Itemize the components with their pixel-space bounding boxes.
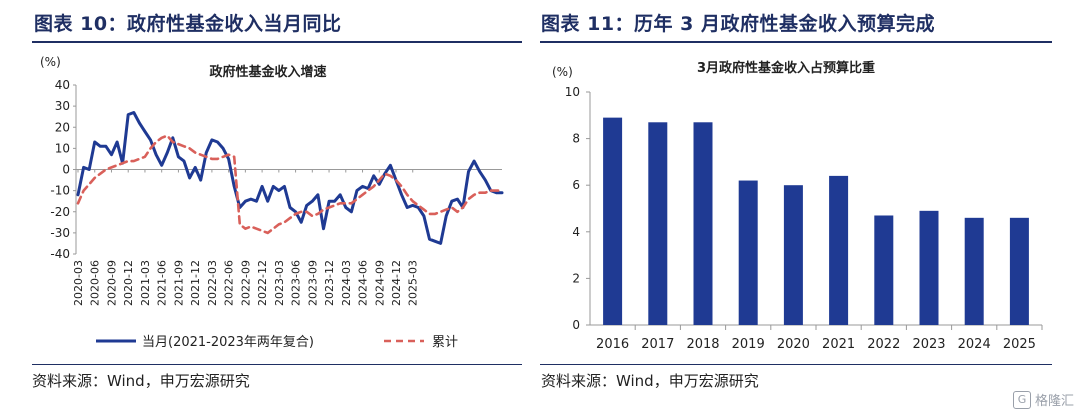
x-tick-label: 2024 (958, 337, 991, 352)
line-chart-title: 政府性基金收入增速 (209, 64, 326, 80)
x-tick-label: 2024-09 (373, 260, 386, 306)
x-tick-label: 2025 (1003, 337, 1036, 352)
x-tick-label: 2020-12 (122, 260, 135, 306)
x-tick-label: 2018 (686, 337, 719, 352)
left-figure-title: 图表 10：政府性基金收入当月同比 (34, 13, 342, 35)
x-tick-label: 2021-09 (172, 260, 185, 306)
bar-2020 (783, 185, 803, 325)
x-tick-label: 2019 (732, 337, 765, 352)
x-tick-label: 2023-06 (290, 260, 303, 306)
x-tick-label: 2022 (867, 337, 900, 352)
right-source-note: 资料来源：Wind，申万宏源研究 (541, 372, 759, 390)
right-bottom-rule (540, 364, 1052, 365)
right-title-rule (540, 41, 1052, 43)
series-line-monthly (76, 111, 504, 245)
line-chart-y-unit: (%) (40, 55, 61, 69)
y-tick-label: 40 (55, 78, 70, 92)
y-tick-label: -30 (50, 226, 70, 240)
x-tick-label: 2025-03 (407, 260, 420, 306)
bar-chart-title: 3月政府性基金收入占预算比重 (697, 60, 875, 76)
bar-chart-y-unit: (%) (552, 65, 573, 79)
bar-2025 (1009, 217, 1029, 325)
y-tick-label: 0 (62, 163, 70, 177)
legend-label-monthly: 当月(2021-2023年两年复合) (142, 335, 314, 350)
left-source-note: 资料来源：Wind，申万宏源研究 (32, 372, 250, 390)
x-tick-label: 2020-03 (72, 260, 85, 306)
y-tick-label: 0 (572, 318, 580, 332)
x-tick-label: 2020 (777, 337, 810, 352)
y-tick-label: 10 (55, 141, 70, 155)
x-tick-label: 2021-03 (139, 260, 152, 306)
x-tick-label: 2023 (912, 337, 945, 352)
y-tick-label: 10 (565, 85, 580, 99)
x-tick-label: 2023-12 (323, 260, 336, 306)
x-tick-label: 2021-06 (156, 260, 169, 306)
x-tick-label: 2021-12 (189, 260, 202, 306)
bar-2016 (603, 117, 623, 325)
x-tick-label: 2023-09 (306, 260, 319, 306)
x-tick-label: 2022-03 (206, 260, 219, 306)
x-tick-label: 2024-12 (390, 260, 403, 306)
bar-2021 (829, 175, 849, 325)
bar-2019 (738, 180, 758, 325)
legend-label-cumulative: 累计 (432, 335, 458, 350)
x-tick-label: 2023-03 (273, 260, 286, 306)
watermark: G 格隆汇 (1012, 390, 1074, 409)
right-figure-panel: 图表 11：历年 3 月政府性基金收入预算完成 3月政府性基金收入占预算比重 (%… (540, 0, 1080, 413)
line-chart: 政府性基金收入增速 (%) -40 -30 -20 -10 0 10 20 30 40 2020-03… (40, 55, 504, 350)
y-tick-label: 20 (55, 120, 70, 134)
x-tick-label: 2021 (822, 337, 855, 352)
right-figure-title: 图表 11：历年 3 月政府性基金收入预算完成 (541, 13, 936, 35)
bar-chart: 3月政府性基金收入占预算比重 (%) 0 2 4 6 8 10 2016 2017 2018 2019… (552, 60, 1043, 352)
y-tick-label: -40 (50, 247, 70, 261)
x-tick-label: 2022-12 (256, 260, 269, 306)
y-tick-label: -10 (50, 184, 70, 198)
x-tick-label: 2017 (641, 337, 674, 352)
bar-2024 (964, 217, 984, 325)
bar-2023 (919, 210, 939, 325)
x-tick-label: 2024-03 (340, 260, 353, 306)
x-tick-label: 2020-09 (105, 260, 118, 306)
x-tick-label: 2022-06 (223, 260, 236, 306)
bar-2017 (648, 122, 668, 325)
left-bottom-rule (32, 364, 522, 365)
left-figure-panel: 图表 10：政府性基金收入当月同比 政府性基金收入增速 (%) -40 -30 -20 -… (32, 13, 522, 390)
left-title-rule (32, 41, 522, 43)
bar-2022 (874, 215, 894, 325)
y-tick-label: -20 (50, 205, 70, 219)
y-tick-label: 2 (572, 271, 580, 285)
x-tick-label: 2022-09 (239, 260, 252, 306)
bar-2018 (693, 122, 713, 325)
x-tick-label: 2024-06 (357, 260, 370, 306)
y-tick-label: 8 (572, 132, 580, 146)
x-tick-label: 2020-06 (89, 260, 102, 306)
watermark-text: 格隆汇 (1034, 394, 1074, 409)
y-tick-label: 4 (572, 225, 580, 239)
y-tick-label: 6 (572, 178, 580, 192)
x-tick-label: 2016 (596, 337, 629, 352)
watermark-logo-icon: G (1012, 390, 1031, 409)
series-line-cumulative (76, 134, 504, 235)
y-tick-label: 30 (55, 99, 70, 113)
